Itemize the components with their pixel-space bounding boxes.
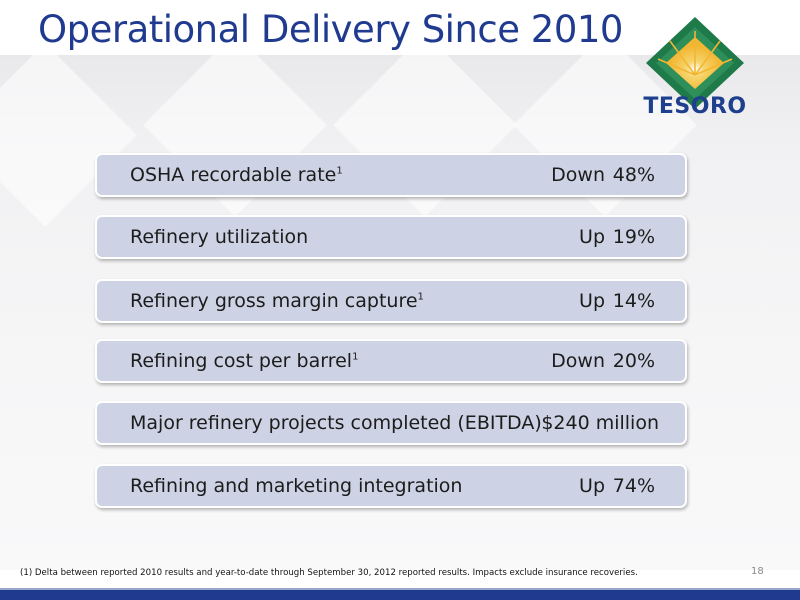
metric-value: 19% bbox=[612, 226, 655, 248]
metric-value: 14% bbox=[612, 290, 655, 312]
footnote: (1) Delta between reported 2010 results … bbox=[20, 568, 638, 578]
metric-direction: Down bbox=[551, 350, 605, 372]
page-number: 18 bbox=[751, 566, 764, 577]
logo-wordmark: TESORO bbox=[643, 94, 747, 119]
metric-value: 20% bbox=[612, 350, 655, 372]
metric-value: $240 million bbox=[541, 412, 659, 434]
metric-label: Refinery gross margin capture1 bbox=[130, 290, 424, 312]
metric-refinery-utilization: Refinery utilization Up 19% bbox=[95, 215, 687, 259]
slide-title: Operational Delivery Since 2010 bbox=[38, 8, 623, 51]
metric-label: OSHA recordable rate1 bbox=[130, 164, 343, 186]
metric-label: Major refinery projects completed (EBITD… bbox=[130, 412, 542, 434]
metric-direction: Up bbox=[579, 226, 605, 248]
metric-value: 48% bbox=[612, 164, 655, 186]
metric-label: Refining and marketing integration bbox=[130, 475, 463, 497]
metric-osha-recordable-rate: OSHA recordable rate1 Down 48% bbox=[95, 153, 687, 197]
metric-value: 74% bbox=[612, 475, 655, 497]
metric-label: Refining cost per barrel1 bbox=[130, 350, 359, 372]
metric-direction: Down bbox=[551, 164, 605, 186]
tesoro-logo-icon bbox=[646, 17, 744, 109]
bottom-accent-line bbox=[0, 588, 800, 590]
metric-label: Refinery utilization bbox=[130, 226, 309, 248]
metric-direction: Up bbox=[579, 475, 605, 497]
metric-refining-marketing-integration: Refining and marketing integration Up 74… bbox=[95, 464, 687, 508]
bottom-bar bbox=[0, 590, 800, 600]
metric-direction: Up bbox=[579, 290, 605, 312]
metric-major-refinery-projects: Major refinery projects completed (EBITD… bbox=[95, 401, 687, 445]
metric-gross-margin-capture: Refinery gross margin capture1 Up 14% bbox=[95, 279, 687, 323]
metric-refining-cost-per-barrel: Refining cost per barrel1 Down 20% bbox=[95, 339, 687, 383]
